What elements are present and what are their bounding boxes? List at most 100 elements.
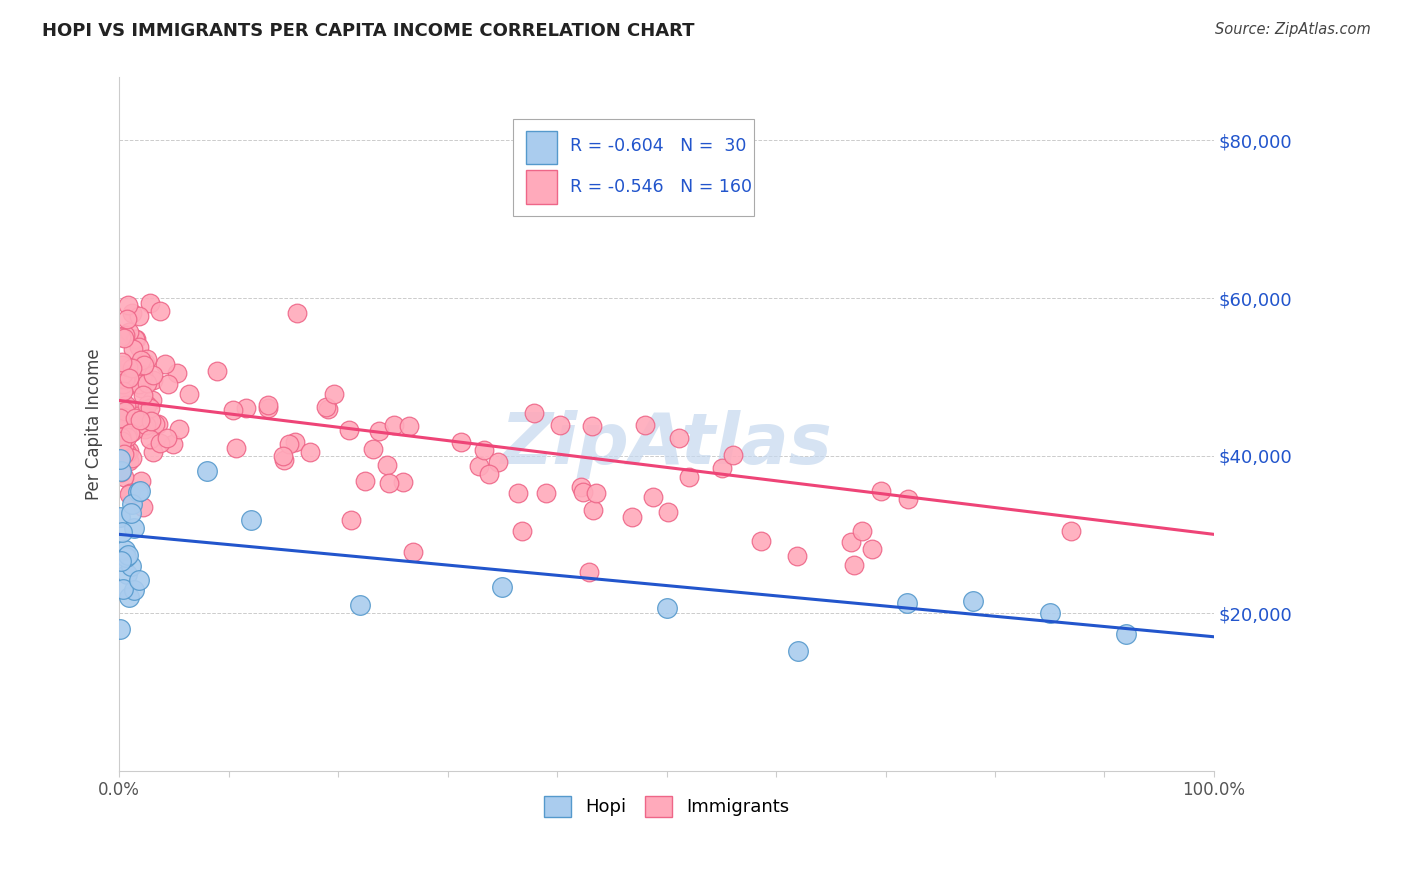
Point bbox=[115, 360, 138, 375]
Point bbox=[115, 368, 138, 382]
Point bbox=[112, 368, 135, 382]
Point bbox=[120, 506, 142, 520]
Point bbox=[122, 342, 145, 356]
Point bbox=[120, 558, 142, 573]
Point bbox=[340, 513, 363, 527]
Point bbox=[112, 441, 135, 455]
Text: HOPI VS IMMIGRANTS PER CAPITA INCOME CORRELATION CHART: HOPI VS IMMIGRANTS PER CAPITA INCOME COR… bbox=[42, 22, 695, 40]
Point bbox=[450, 435, 472, 450]
Point bbox=[121, 451, 143, 466]
Point bbox=[124, 332, 146, 346]
Point bbox=[121, 402, 143, 417]
Y-axis label: Per Capita Income: Per Capita Income bbox=[86, 348, 103, 500]
Point bbox=[299, 445, 322, 459]
Point bbox=[129, 382, 152, 396]
Point bbox=[128, 340, 150, 354]
Point bbox=[135, 376, 157, 390]
Point bbox=[256, 398, 278, 412]
Point bbox=[368, 424, 391, 438]
Point bbox=[114, 549, 136, 564]
Point bbox=[225, 441, 247, 455]
Point bbox=[118, 486, 141, 500]
Point bbox=[136, 413, 159, 427]
Point bbox=[121, 425, 143, 439]
Point bbox=[139, 401, 162, 415]
Point bbox=[839, 535, 862, 549]
Point bbox=[896, 596, 918, 610]
Point bbox=[112, 447, 135, 461]
Point bbox=[110, 330, 132, 344]
Point bbox=[323, 387, 346, 401]
Point bbox=[110, 372, 132, 386]
FancyBboxPatch shape bbox=[513, 119, 754, 216]
Point bbox=[142, 445, 165, 459]
Point bbox=[110, 554, 132, 568]
Point bbox=[111, 434, 134, 449]
Point bbox=[131, 353, 153, 368]
Point bbox=[111, 358, 134, 372]
Point bbox=[110, 387, 132, 401]
Point bbox=[548, 418, 571, 433]
Point bbox=[1060, 524, 1083, 538]
Point bbox=[142, 373, 165, 387]
Point bbox=[962, 594, 984, 608]
Point bbox=[478, 467, 501, 482]
Point bbox=[134, 422, 156, 436]
FancyBboxPatch shape bbox=[526, 131, 557, 164]
Text: ZipAtlas: ZipAtlas bbox=[501, 410, 832, 479]
Point bbox=[139, 414, 162, 428]
Point bbox=[337, 423, 360, 437]
Point bbox=[585, 486, 607, 500]
Point bbox=[128, 309, 150, 323]
Point bbox=[508, 486, 530, 500]
Point bbox=[117, 370, 139, 384]
Point bbox=[195, 464, 218, 478]
Point bbox=[149, 435, 172, 450]
Point bbox=[354, 474, 377, 488]
Point bbox=[127, 485, 149, 500]
Point bbox=[398, 418, 420, 433]
Point bbox=[534, 486, 557, 500]
Point bbox=[118, 454, 141, 468]
Text: R = -0.546   N = 160: R = -0.546 N = 160 bbox=[571, 178, 752, 196]
Point bbox=[110, 465, 132, 479]
Point bbox=[129, 413, 152, 427]
Point bbox=[177, 387, 200, 401]
Point bbox=[118, 444, 141, 458]
Point bbox=[131, 368, 153, 383]
Point bbox=[510, 524, 533, 538]
Point bbox=[111, 354, 134, 368]
Point bbox=[361, 442, 384, 457]
Point bbox=[121, 497, 143, 511]
Point bbox=[121, 361, 143, 376]
Point bbox=[110, 383, 132, 397]
Point bbox=[122, 521, 145, 535]
Point bbox=[121, 368, 143, 383]
Point bbox=[668, 431, 690, 445]
Point bbox=[141, 393, 163, 408]
Legend: Hopi, Immigrants: Hopi, Immigrants bbox=[537, 789, 797, 824]
Point bbox=[117, 297, 139, 311]
Point bbox=[860, 541, 883, 556]
Point bbox=[162, 437, 184, 451]
Point bbox=[111, 395, 134, 409]
Point bbox=[110, 409, 132, 423]
Point bbox=[581, 419, 603, 434]
Point bbox=[134, 356, 156, 370]
Point bbox=[167, 422, 190, 436]
Point bbox=[118, 371, 141, 385]
Point bbox=[118, 591, 141, 605]
Point bbox=[721, 448, 744, 462]
Point bbox=[278, 437, 301, 451]
Point bbox=[128, 483, 150, 498]
Point bbox=[111, 384, 134, 398]
Point bbox=[786, 549, 808, 564]
Point bbox=[115, 312, 138, 326]
Point bbox=[678, 469, 700, 483]
Point bbox=[491, 580, 513, 594]
Point bbox=[124, 410, 146, 425]
Point bbox=[486, 455, 509, 469]
Point bbox=[149, 304, 172, 318]
Point bbox=[870, 483, 893, 498]
Point bbox=[110, 431, 132, 445]
